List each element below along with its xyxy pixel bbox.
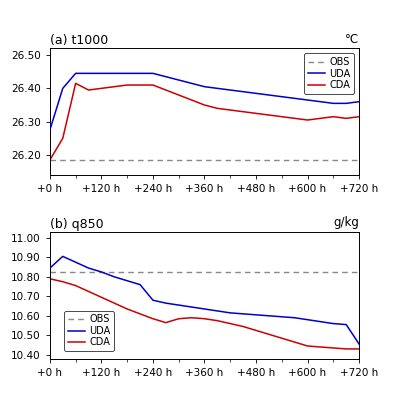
Text: °C: °C: [345, 33, 359, 46]
Text: (a) t1000: (a) t1000: [50, 34, 108, 47]
Text: (b) q850: (b) q850: [50, 218, 103, 231]
Legend: OBS, UDA, CDA: OBS, UDA, CDA: [64, 311, 115, 351]
Legend: OBS, UDA, CDA: OBS, UDA, CDA: [304, 53, 354, 94]
Text: g/kg: g/kg: [333, 216, 359, 229]
